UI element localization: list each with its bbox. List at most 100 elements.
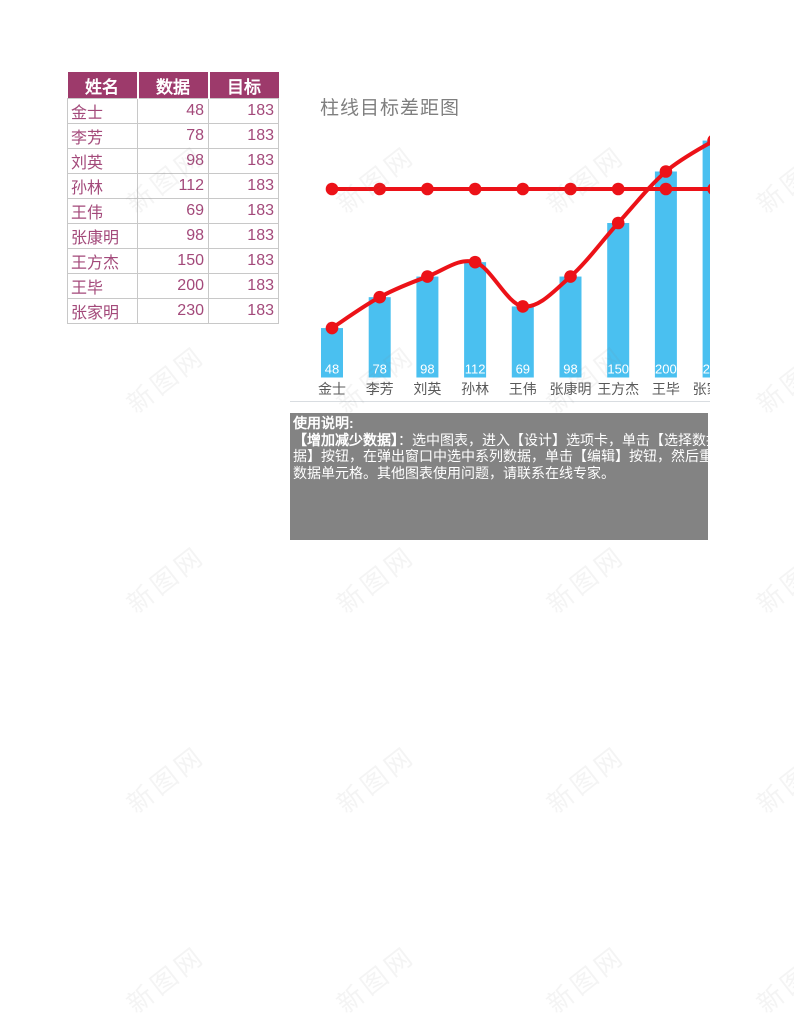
bar-value-label: 98: [420, 362, 434, 377]
x-axis-label: 张康明: [550, 381, 592, 397]
bar: [416, 276, 439, 378]
table-cell-value: 183: [208, 173, 279, 199]
bar: [464, 262, 487, 378]
bar-value-label: 200: [655, 362, 677, 377]
bar-value-label: 69: [516, 362, 530, 377]
target-point-marker: [564, 182, 577, 196]
table-cell-value: 150: [137, 248, 209, 274]
table-cell-value: 98: [137, 148, 209, 174]
combo-chart: 48 78 98 112 69 98 150 200 230 金士 李芳 刘英 孙林 王伟张康明王方杰王毕…: [290, 85, 710, 402]
table-cell-name: 张家明: [67, 298, 138, 324]
data-point-marker: [421, 270, 434, 283]
target-data-table: 姓名 数据 目标 金士 48 183 李芳 78 183 刘英 98 183 孙林 112 183 王伟 69…: [67, 72, 279, 324]
notice-line-text: ：选中图表，进入【设计】选项卡，单击【选择数据: [398, 431, 708, 448]
table-cell-name: 王伟: [67, 198, 138, 224]
data-point-marker: [659, 165, 673, 178]
table-header-cell: 目标: [208, 72, 279, 99]
table-cell-name: 李芳: [67, 123, 138, 149]
table-cell-value: 183: [208, 223, 279, 249]
usage-notice: 使用说明: 【增加减少数据】：选中图表，进入【设计】选项卡，单击【选择数据 据】…: [290, 413, 708, 540]
target-point-marker: [707, 183, 710, 195]
data-point-marker: [325, 321, 339, 335]
x-axis-label: 李芳: [366, 381, 394, 397]
watermark-text: 新图网: [751, 340, 794, 420]
chart-plot: 48 78 98 112 69 98 150 200 230 金士 李芳 刘英 孙林 王伟张康明王方杰王毕…: [318, 135, 710, 397]
watermark-text: 新图网: [331, 940, 421, 1020]
table-cell-value: 69: [137, 198, 209, 224]
x-axis-label: 孙林: [461, 381, 489, 397]
data-table: 姓名 数据 目标 金士 48 183 李芳 78 183 刘英 98 183 孙林 112 183 王伟 69…: [67, 72, 279, 324]
x-axis-label: 刘英: [413, 381, 441, 397]
table-cell-name: 王方杰: [67, 248, 138, 274]
chart-title: 柱线目标差距图: [320, 98, 461, 119]
table-cell-value: 183: [208, 273, 279, 299]
table-cell-value: 230: [137, 298, 209, 324]
watermark-text: 新图网: [541, 740, 631, 820]
target-point-marker: [611, 182, 625, 196]
data-point-marker: [611, 216, 625, 230]
watermark-text: 新图网: [121, 940, 211, 1020]
watermark-text: 新图网: [751, 540, 794, 620]
table-row: 金士 48 183: [67, 98, 279, 124]
bar: [559, 276, 582, 378]
watermark-text: 新图网: [541, 940, 631, 1020]
data-point-marker: [564, 270, 577, 283]
bar-value-label: 98: [563, 362, 577, 377]
table-row: 王方杰 150 183: [67, 248, 279, 274]
target-point-marker: [373, 182, 386, 196]
table-row: 王毕 200 183: [67, 273, 279, 299]
x-axis-label: 王毕: [652, 381, 680, 397]
table-cell-value: 183: [208, 148, 279, 174]
target-point-marker: [516, 182, 530, 196]
table-cell-value: 112: [137, 173, 209, 199]
bar: [368, 297, 391, 378]
watermark-text: 新图网: [121, 740, 211, 820]
bar: [607, 223, 630, 378]
watermark-text: 新图网: [331, 740, 421, 820]
notice-line: 据】按钮，在弹出窗口中选中系列数据，单击【编辑】按钮，然后重新选: [293, 448, 708, 464]
table-cell-value: 183: [208, 98, 279, 124]
table-cell-name: 王毕: [67, 273, 138, 299]
x-axis-label: 王伟: [509, 381, 537, 397]
bar-value-label: 78: [372, 362, 386, 377]
table-header-cell: 姓名: [67, 72, 139, 99]
watermark-text: 新图网: [121, 540, 211, 620]
watermark-text: 新图网: [121, 340, 211, 420]
watermark-text: 新图网: [541, 540, 631, 620]
bar-value-label: 112: [465, 362, 486, 377]
data-point-marker: [707, 135, 710, 146]
bar: [654, 171, 677, 378]
table-cell-name: 孙林: [67, 173, 138, 199]
table-header-cell: 数据: [137, 72, 210, 99]
table-cell-value: 200: [137, 273, 209, 299]
target-point-marker: [659, 182, 673, 196]
x-axis-label: 金士: [318, 381, 346, 397]
table-cell-value: 48: [137, 98, 209, 124]
watermark-text: 新图网: [331, 540, 421, 620]
notice-line: 数据单元格。其他图表使用问题，请联系在线专家。: [293, 464, 615, 481]
notice-line: 【增加减少数据】：选中图表，进入【设计】选项卡，单击【选择数据: [293, 432, 708, 449]
data-point-marker: [468, 255, 482, 269]
table-row: 刘英 98 183: [67, 148, 279, 174]
data-point-marker: [373, 290, 386, 304]
bar-value-label: 230: [703, 362, 710, 377]
table-row: 张康明 98 183: [67, 223, 279, 249]
watermark-text: 新图网: [751, 140, 794, 220]
x-axis-label: 王方杰: [597, 381, 639, 397]
x-axis-label: 张家明: [693, 381, 710, 397]
table-row: 张家明 230 183: [67, 298, 279, 324]
table-row: 孙林 112 183: [67, 173, 279, 199]
target-point-marker: [421, 182, 434, 196]
table-cell-name: 张康明: [67, 223, 138, 249]
bar: [321, 328, 343, 378]
bar: [511, 306, 534, 378]
table-header-row: 姓名 数据 目标: [67, 72, 279, 99]
watermark-text: 新图网: [751, 940, 794, 1020]
notice-bold-lead: 【增加减少数据】: [293, 431, 398, 448]
table-cell-name: 刘英: [67, 148, 138, 174]
notice-heading: 使用说明:: [293, 415, 354, 431]
table-cell-value: 78: [137, 123, 209, 149]
target-point-marker: [468, 182, 482, 196]
table-cell-value: 98: [137, 223, 209, 249]
